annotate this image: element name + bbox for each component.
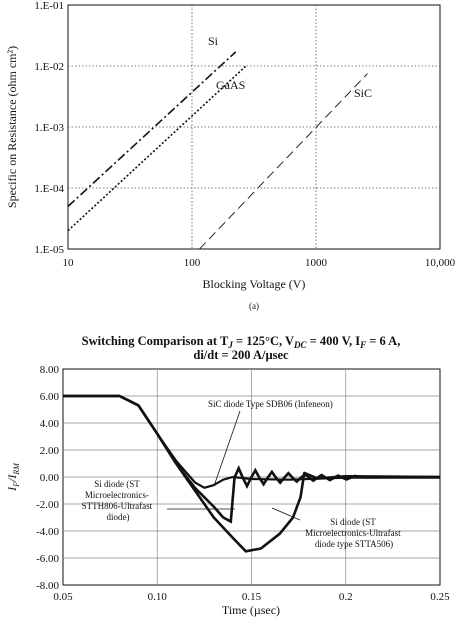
chart-a-series-si (67, 51, 237, 207)
chart-b-series-si-stta506 (63, 394, 441, 553)
chart-b-annotation-leaders (167, 410, 301, 521)
chart-b-y-tick-label: -8.00 (36, 580, 59, 592)
chart-a-series-sic (199, 73, 368, 250)
chart-b-y-tick-label: 0.00 (40, 472, 60, 484)
chart-b-x-tick-label: 0.05 (53, 591, 73, 603)
chart-a-y-tick-label: 1.E-02 (34, 61, 64, 73)
chart-a-label-gaas: GaAS (216, 78, 245, 92)
chart-b-y-tick-label: 8.00 (40, 364, 60, 376)
chart-a-y-tick-label: 1.E-01 (34, 0, 64, 12)
chart-b-series (63, 394, 441, 553)
chart-a-x-axis-label: Blocking Voltage (V) (203, 277, 306, 291)
chart-b-x-tick-label: 0.2 (339, 591, 353, 603)
chart-a-label-sic: SiC (354, 86, 372, 100)
chart-b-x-tick-label: 0.25 (430, 591, 450, 603)
chart-a-x-tick-label: 10,000 (425, 257, 456, 269)
chart-b-y-ticks: 8.00 6.00 4.00 2.00 0.00 -2.00 -4.00 -6.00 -8.00 (36, 364, 59, 592)
chart-b-x-tick-label: 0.10 (148, 591, 168, 603)
chart-a: 1.E-05 1.E-04 1.E-03 1.E-02 1.E-01 10 100 1000… (5, 0, 456, 311)
chart-b-x-tick-label: 0.15 (242, 591, 262, 603)
chart-b-annotation-si1: Si diode (ST Microelectronics- STTH806-U… (82, 479, 155, 522)
chart-b-y-tick-label: 4.00 (40, 418, 60, 430)
chart-a-x-tick-label: 100 (184, 257, 201, 269)
chart-b-y-tick-label: -4.00 (36, 526, 59, 538)
chart-a-series (67, 51, 368, 250)
chart-a-y-tick-label: 1.E-03 (34, 122, 64, 134)
chart-a-caption: (a) (249, 301, 259, 311)
chart-a-x-tick-label: 1000 (305, 257, 328, 269)
chart-a-x-ticks: 10 100 1000 10,000 (63, 257, 456, 269)
chart-b-annotation-si2: Si diode (ST Microelectronics-Ultrafast … (305, 517, 403, 549)
chart-a-label-si: Si (208, 34, 219, 48)
chart-b-y-tick-label: -6.00 (36, 553, 59, 565)
chart-a-x-tick-label: 10 (63, 257, 75, 269)
chart-a-series-gaas (67, 65, 247, 232)
chart-b-y-tick-label: 6.00 (40, 391, 60, 403)
chart-b-title-line1: Switching Comparison at TJ = 125°C, VDC … (82, 334, 401, 350)
chart-a-grid (68, 5, 440, 249)
chart-b-y-tick-label: 2.00 (40, 445, 60, 457)
chart-b-x-axis-label: Time (µsec) (222, 603, 280, 617)
chart-a-y-tick-label: 1.E-05 (34, 244, 64, 256)
chart-b-y-tick-label: -2.00 (36, 499, 59, 511)
chart-a-y-axis-label: Specific on Resistance (ohm cm²) (5, 46, 19, 208)
chart-a-y-tick-label: 1.E-04 (34, 183, 64, 195)
chart-b-annotation-sic: SiC diode Type SDB06 (Infeneon) (208, 399, 333, 409)
chart-b-y-axis-label: IF/IRM (5, 462, 21, 492)
chart-b-x-ticks: 0.05 0.10 0.15 0.2 0.25 (53, 591, 450, 603)
chart-a-y-ticks: 1.E-05 1.E-04 1.E-03 1.E-02 1.E-01 (34, 0, 64, 256)
chart-b: Switching Comparison at TJ = 125°C, VDC … (5, 334, 450, 617)
chart-b-title-line2: di/dt = 200 A/µsec (193, 348, 289, 362)
